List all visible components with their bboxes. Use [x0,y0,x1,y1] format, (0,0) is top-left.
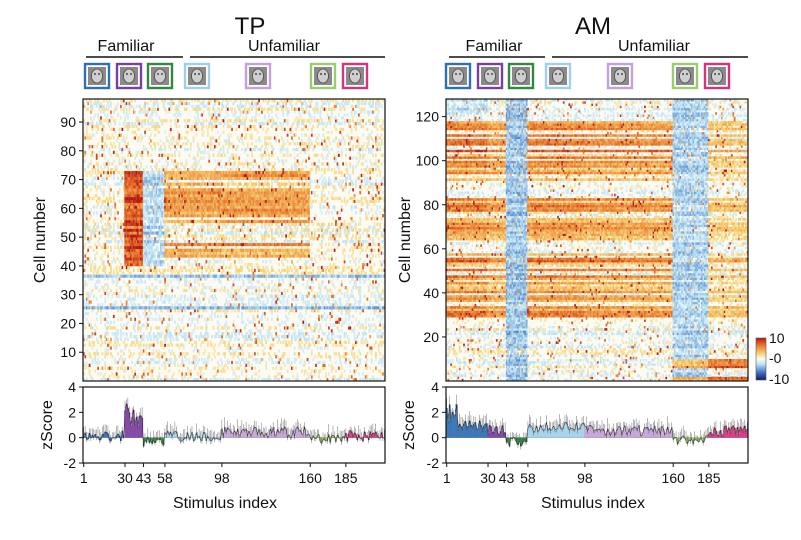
am-heatmap-yaxis: 20 40 60 80 100 120 [416,109,446,345]
am-z-xtick-43: 43 [499,470,515,486]
tp-zscore-ylabel: zScore [39,400,56,450]
tp-z-ytick--2: -2 [64,455,77,471]
am-zscore-ylabel: zScore [401,400,418,450]
tp-heatmap-group: 10 20 30 40 50 60 70 80 90 Cell number [32,98,386,382]
am-ylabel: Cell number [397,196,414,283]
am-heatmap [446,99,749,382]
tp-heat-ytick-80: 80 [60,143,76,159]
am-colorbar [755,337,767,381]
tp-unfamiliar-label: Unfamiliar [248,38,321,55]
tp-z-ytick-2: 2 [68,404,76,420]
am-thumb-3 [507,62,535,90]
tp-z-xtick-185: 185 [334,470,358,486]
tp-zscore-xaxis: 1 30 43 58 98 160 185 [80,463,358,486]
am-z-ytick-2: 2 [431,404,439,420]
tp-heat-ytick-70: 70 [60,172,76,188]
am-heat-ytick-20: 20 [423,329,439,345]
tp-z-xtick-30: 30 [117,470,133,486]
am-heat-ytick-60: 60 [423,241,439,257]
am-colorbar-tick-mid: -0 [769,350,782,366]
tp-heat-ytick-30: 30 [60,287,76,303]
tp-heat-ytick-10: 10 [60,344,76,360]
am-colorbar-tick-max: 10 [769,330,785,346]
tp-z-xtick-58: 58 [157,470,173,486]
am-thumb-2 [476,62,504,90]
am-heat-ytick-40: 40 [423,285,439,301]
tp-z-ytick-0: 0 [68,430,76,446]
am-heat-ytick-100: 100 [416,153,440,169]
tp-heat-ytick-40: 40 [60,258,76,274]
am-heatmap-group: 20 40 60 80 100 120 Cell number [397,98,749,382]
am-thumb-4 [544,62,572,90]
am-z-ytick-0: 0 [431,430,439,446]
tp-z-ytick-4: 4 [68,379,76,395]
am-familiar-label: Familiar [466,38,524,55]
tp-stimulus-thumbnails [83,62,369,90]
am-thumb-5 [606,62,634,90]
tp-z-xtick-98: 98 [214,470,230,486]
am-z-xtick-58: 58 [520,470,536,486]
tp-title: TP [235,13,266,40]
tp-zscore-plot [83,397,386,448]
am-heat-ytick-80: 80 [423,197,439,213]
am-title: AM [575,13,611,40]
tp-thumb-1 [83,62,111,90]
tp-panel: TP Familiar Unfamiliar 10203040506070809… [32,13,386,512]
tp-heat-ytick-90: 90 [60,114,76,130]
am-thumb-6 [671,62,699,90]
tp-thumb-4 [183,62,211,90]
am-z-xtick-160: 160 [662,470,686,486]
am-zscore-frame [445,386,749,464]
tp-xlabel: Stimulus index [173,495,277,512]
tp-zscore-frame [82,386,386,464]
am-unfamiliar-label: Unfamiliar [618,38,691,55]
tp-thumb-7 [341,62,369,90]
tp-thumb-3 [146,62,174,90]
tp-heat-ytick-20: 20 [60,315,76,331]
tp-zscore-group: -2 0 2 4 1 30 43 58 98 160 185 zScore Stimulus in… [39,379,386,512]
tp-thumb-2 [115,62,143,90]
tp-familiar-label: Familiar [98,38,156,55]
am-z-ytick--2: -2 [427,455,440,471]
am-z-xtick-185: 185 [697,470,721,486]
am-thumb-7 [703,62,731,90]
am-stimulus-thumbnails [444,62,731,90]
tp-zscore-yaxis: -2 0 2 4 [64,379,83,471]
am-zscore-group: -2 0 2 4 1 30 43 58 98 160 185 zScore Stimulus in… [401,379,749,512]
am-heat-ytick-120: 120 [416,109,440,125]
am-thumb-1 [444,62,472,90]
tp-heat-ytick-50: 50 [60,229,76,245]
am-z-xtick-1: 1 [443,470,451,486]
tp-heatmap-yaxis: 10 20 30 40 50 60 70 80 90 [60,114,83,360]
tp-z-xtick-160: 160 [299,470,323,486]
tp-heat-ytick-60: 60 [60,200,76,216]
tp-z-xtick-43: 43 [136,470,152,486]
am-z-xtick-30: 30 [480,470,496,486]
am-z-ytick-4: 4 [431,379,439,395]
am-colorbar-group: 10 -0 -10 [755,330,789,387]
am-z-xtick-98: 98 [577,470,593,486]
am-colorbar-tick-min: -10 [769,371,789,387]
tp-z-xtick-1: 1 [80,470,88,486]
tp-heatmap-frame [82,98,386,382]
am-zscore-xaxis: 1 30 43 58 98 160 185 [443,463,721,486]
tp-thumb-6 [309,62,337,90]
am-xlabel: Stimulus index [541,495,645,512]
am-zscore-yaxis: -2 0 2 4 [427,379,446,471]
tp-thumb-5 [244,62,272,90]
am-heatmap-frame [445,98,749,382]
tp-heatmap [83,99,386,382]
am-zscore-plot [446,394,749,450]
tp-ylabel: Cell number [32,196,49,283]
